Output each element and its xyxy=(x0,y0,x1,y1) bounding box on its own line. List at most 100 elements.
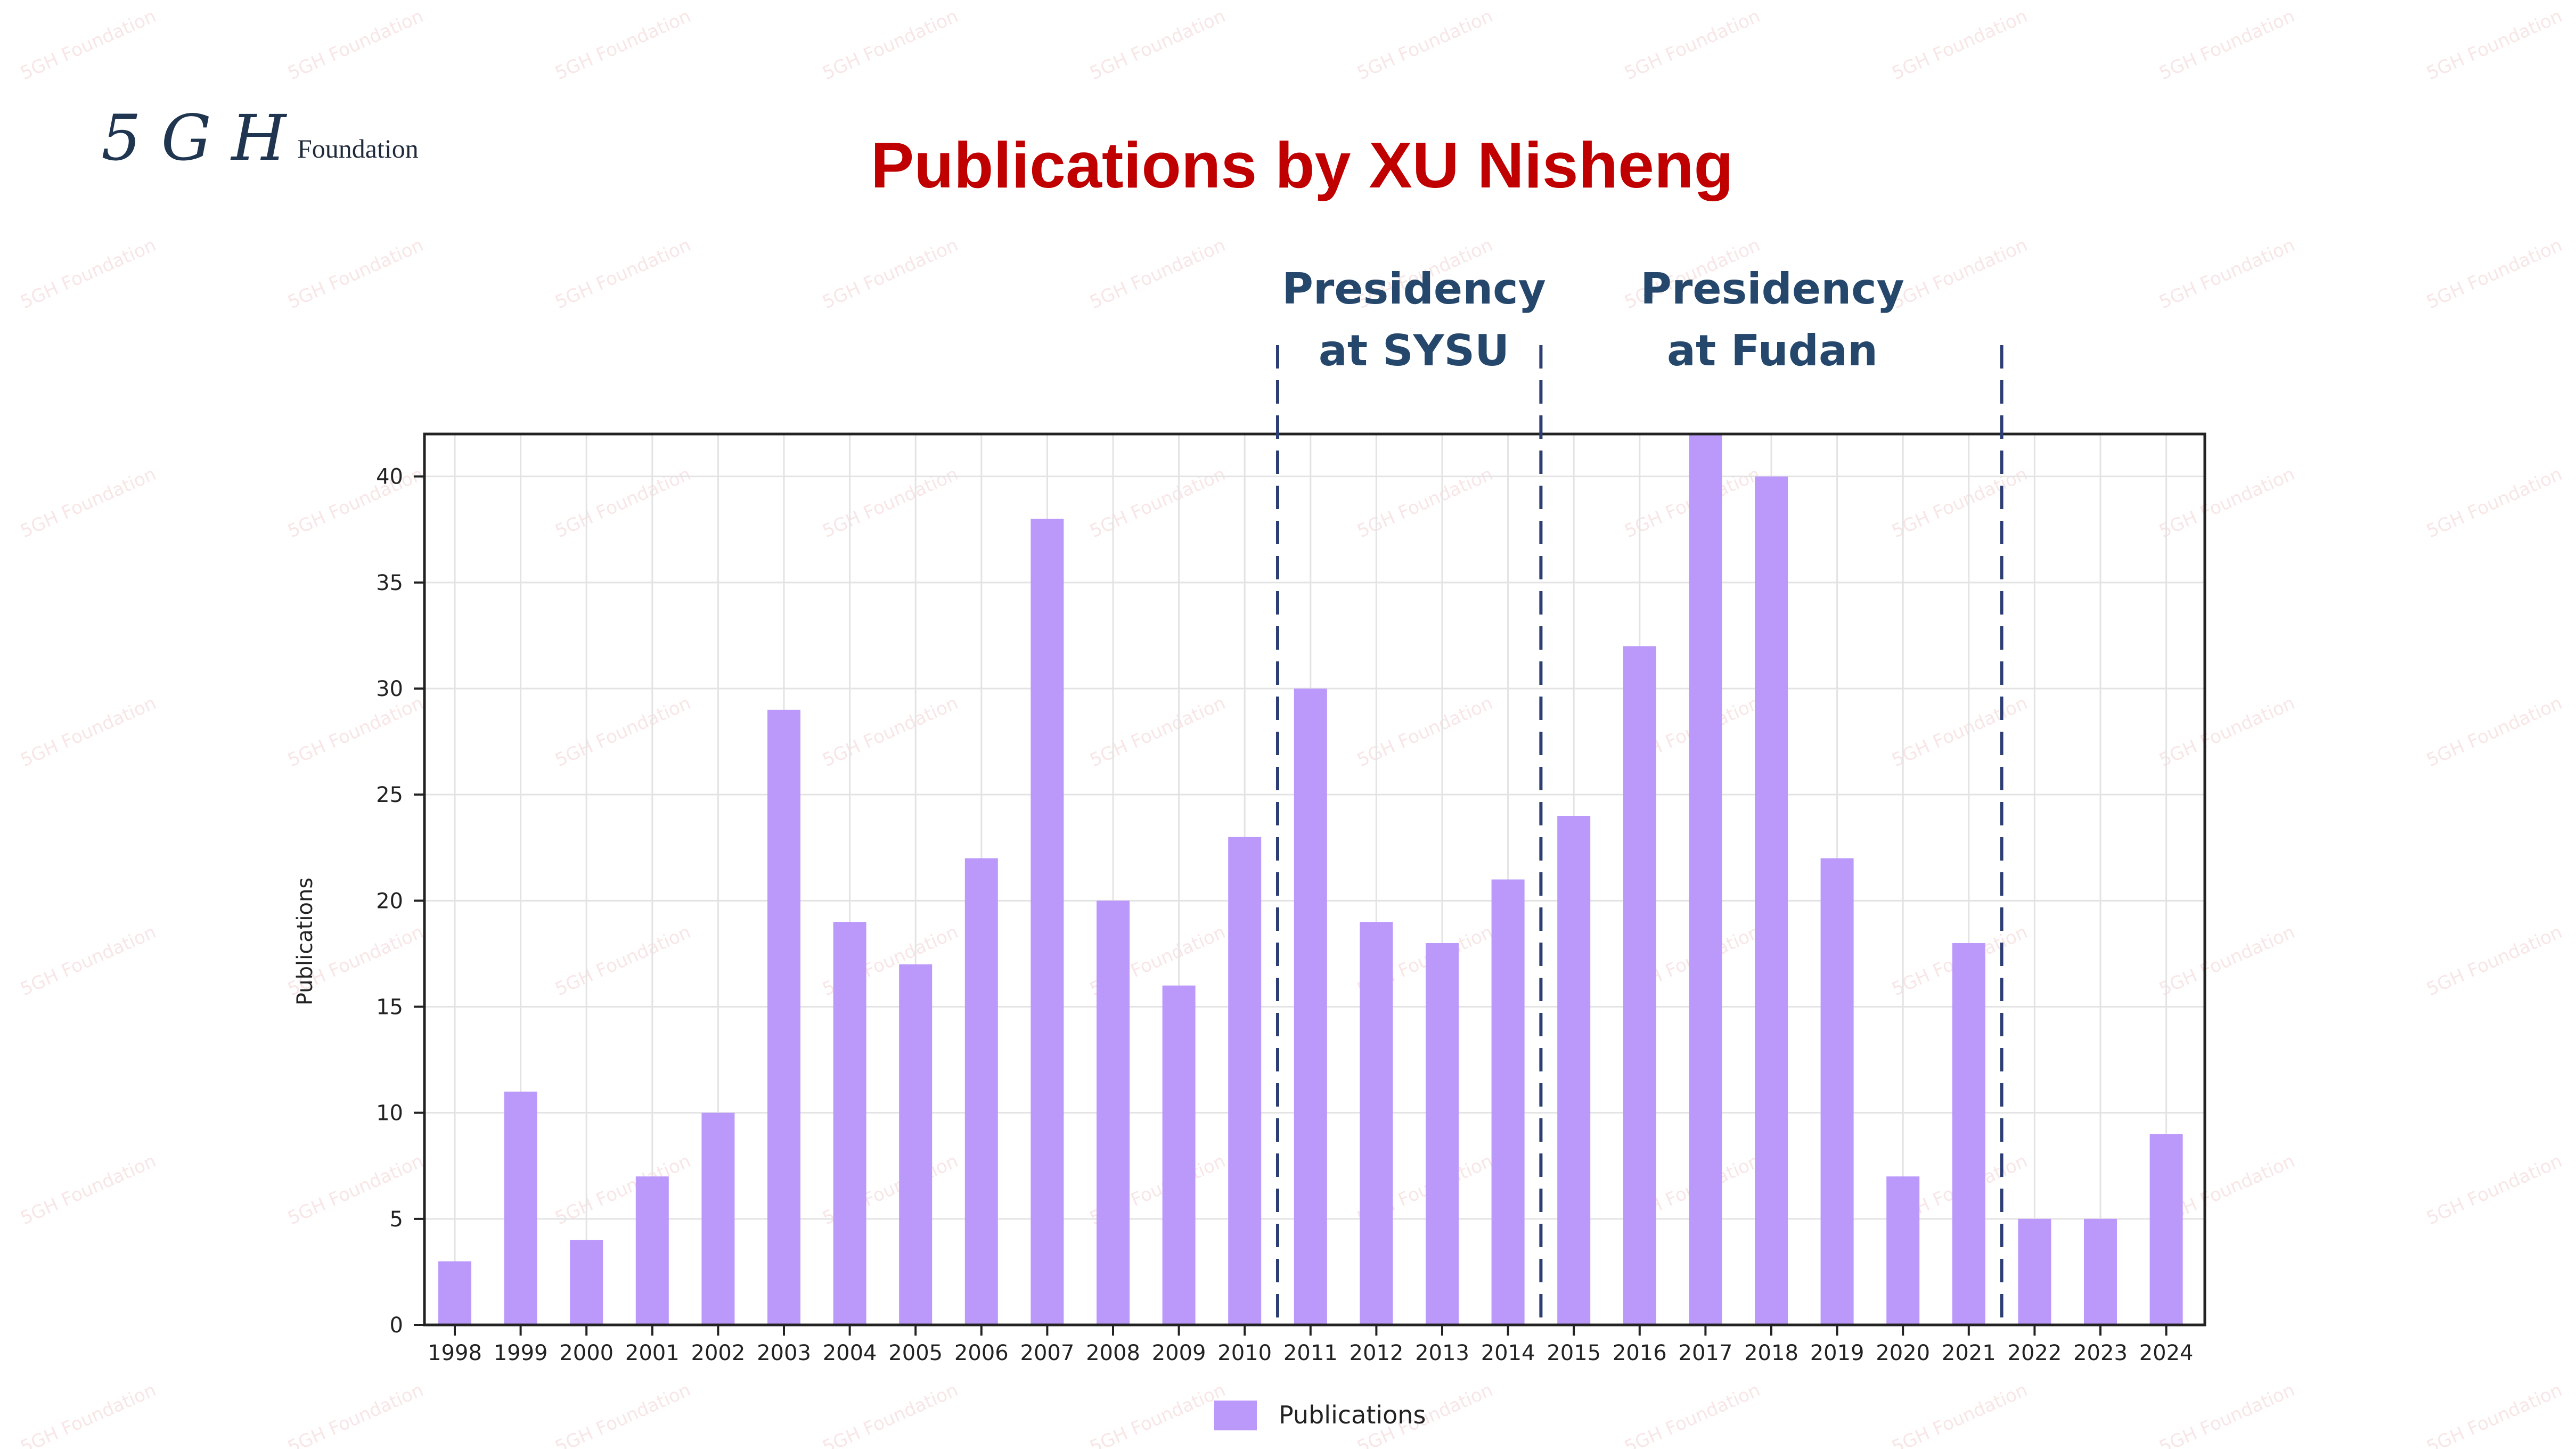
watermark-text: 5GH Foundation xyxy=(1086,5,1229,84)
watermark-text: 5GH Foundation xyxy=(2423,1379,2565,1449)
bar-2002[interactable] xyxy=(701,1112,735,1325)
bar-2010[interactable] xyxy=(1228,837,1262,1325)
bar-2013[interactable] xyxy=(1426,943,1459,1325)
bar-2000[interactable] xyxy=(570,1240,603,1325)
x-tick-label: 2021 xyxy=(1942,1341,1996,1365)
bar-2016[interactable] xyxy=(1623,646,1656,1325)
watermark-text: 5GH Foundation xyxy=(552,1379,694,1449)
watermark-text: 5GH Foundation xyxy=(1621,5,1763,84)
period-dividers xyxy=(1276,345,2003,1325)
bar-2001[interactable] xyxy=(635,1176,669,1325)
x-axis: 1998 1999 2000 2001 2002 2003 2004 2005 2006 2007… xyxy=(428,1325,2193,1365)
logo-mark: 5 G H xyxy=(101,101,287,175)
bar-1999[interactable] xyxy=(504,1091,537,1325)
watermark-text: 5GH Foundation xyxy=(819,234,961,313)
watermark-text: 5GH Foundation xyxy=(1888,463,2031,542)
watermark-text: 5GH Foundation xyxy=(2156,5,2298,84)
watermark-text: 5GH Foundation xyxy=(1354,5,1496,84)
x-tick-label: 2017 xyxy=(1679,1341,1733,1365)
logo: 5 G H Foundation xyxy=(101,101,419,175)
x-tick-label: 2016 xyxy=(1613,1341,1667,1365)
watermark-text: 5GH Foundation xyxy=(2423,1150,2565,1229)
watermark-text: 5GH Foundation xyxy=(284,1379,427,1449)
chart-title: Publications by XU Nisheng xyxy=(871,129,1733,201)
x-tick-label: 2010 xyxy=(1217,1341,1272,1365)
watermark-text: 5GH Foundation xyxy=(552,921,694,1000)
annotation-fudan-line2: at Fudan xyxy=(1667,326,1878,375)
x-tick-label: 2014 xyxy=(1481,1341,1535,1365)
bar-2005[interactable] xyxy=(899,964,933,1325)
watermark-text: 5GH Foundation xyxy=(2423,692,2565,771)
bar-2009[interactable] xyxy=(1162,985,1196,1325)
watermark-text: 5GH Foundation xyxy=(2423,921,2565,1000)
bar-2014[interactable] xyxy=(1491,879,1525,1325)
watermark-text: 5GH Foundation xyxy=(1621,1379,1763,1449)
legend-swatch xyxy=(1214,1401,1257,1430)
x-tick-label: 2023 xyxy=(2073,1341,2128,1365)
watermark-text: 5GH Foundation xyxy=(552,692,694,771)
watermark-text: 5GH Foundation xyxy=(2423,234,2565,313)
x-tick-label: 1999 xyxy=(494,1341,548,1365)
watermark-text: 5GH Foundation xyxy=(284,692,427,771)
x-tick-label: 2007 xyxy=(1020,1341,1075,1365)
watermark-text: 5GH Foundation xyxy=(819,692,961,771)
bar-2020[interactable] xyxy=(1886,1176,1920,1325)
bar-2017[interactable] xyxy=(1689,434,1722,1325)
watermark-text: 5GH Foundation xyxy=(2156,921,2298,1000)
x-tick-label: 2019 xyxy=(1810,1341,1864,1365)
x-tick-label: 2015 xyxy=(1547,1341,1601,1365)
watermark-text: 5GH Foundation xyxy=(2156,1379,2298,1449)
watermark-text: 5GH Foundation xyxy=(1086,463,1229,542)
watermark-text: 5GH Foundation xyxy=(17,1379,159,1449)
bar-2024[interactable] xyxy=(2149,1134,2183,1325)
bar-2015[interactable] xyxy=(1557,816,1591,1325)
x-tick-label: 2009 xyxy=(1152,1341,1206,1365)
watermark-text: 5GH Foundation xyxy=(819,1379,961,1449)
bar-2023[interactable] xyxy=(2084,1218,2117,1325)
bar-2008[interactable] xyxy=(1097,900,1130,1325)
x-tick-label: 2008 xyxy=(1086,1341,1140,1365)
x-tick-label: 2006 xyxy=(954,1341,1009,1365)
x-tick-label: 2011 xyxy=(1283,1341,1338,1365)
x-tick-label: 2022 xyxy=(2008,1341,2062,1365)
bar-2018[interactable] xyxy=(1755,476,1788,1325)
legend[interactable]: Publications xyxy=(1214,1401,1426,1430)
bar-2022[interactable] xyxy=(2018,1218,2051,1325)
x-tick-label: 2012 xyxy=(1350,1341,1404,1365)
bar-1998[interactable] xyxy=(438,1261,471,1325)
bar-2021[interactable] xyxy=(1952,943,1985,1325)
watermark-text: 5GH Foundation xyxy=(17,921,159,1000)
watermark-text: 5GH Foundation xyxy=(284,5,427,84)
bars xyxy=(438,434,2183,1325)
y-tick-label: 10 xyxy=(376,1101,403,1126)
watermark-text: 5GH Foundation xyxy=(2156,463,2298,542)
watermark-text: 5GH Foundation xyxy=(1086,692,1229,771)
bar-2006[interactable] xyxy=(964,858,998,1325)
watermark-text: 5GH Foundation xyxy=(552,234,694,313)
watermark-text: 5GH Foundation xyxy=(17,234,159,313)
bar-2019[interactable] xyxy=(1820,858,1854,1325)
bar-2003[interactable] xyxy=(767,709,800,1325)
watermark-text: 5GH Foundation xyxy=(1888,692,2031,771)
watermark-text: 5GH Foundation xyxy=(1888,5,2031,84)
watermark-text: 5GH Foundation xyxy=(1888,234,2031,313)
watermark-text: 5GH Foundation xyxy=(552,463,694,542)
watermark-text: 5GH Foundation xyxy=(17,5,159,84)
y-tick-label: 15 xyxy=(376,995,403,1020)
bar-2004[interactable] xyxy=(833,922,866,1325)
bar-2011[interactable] xyxy=(1294,689,1327,1325)
watermark-text: 5GH Foundation xyxy=(1354,463,1496,542)
y-tick-label: 20 xyxy=(376,889,403,913)
bar-2007[interactable] xyxy=(1031,519,1064,1325)
y-tick-label: 30 xyxy=(376,677,403,701)
y-axis-label: Publications xyxy=(293,878,317,1005)
watermark-text: 5GH Foundation xyxy=(284,463,427,542)
bar-2012[interactable] xyxy=(1360,922,1393,1325)
logo-text: Foundation xyxy=(297,134,419,163)
y-axis: 0 5 10 15 20 25 30 35 40 xyxy=(376,465,424,1338)
legend-label: Publications xyxy=(1279,1401,1426,1429)
watermark-text: 5GH Foundation xyxy=(2156,692,2298,771)
watermark-text: 5GH Foundation xyxy=(819,5,961,84)
annotation-sysu-line2: at SYSU xyxy=(1319,326,1509,375)
